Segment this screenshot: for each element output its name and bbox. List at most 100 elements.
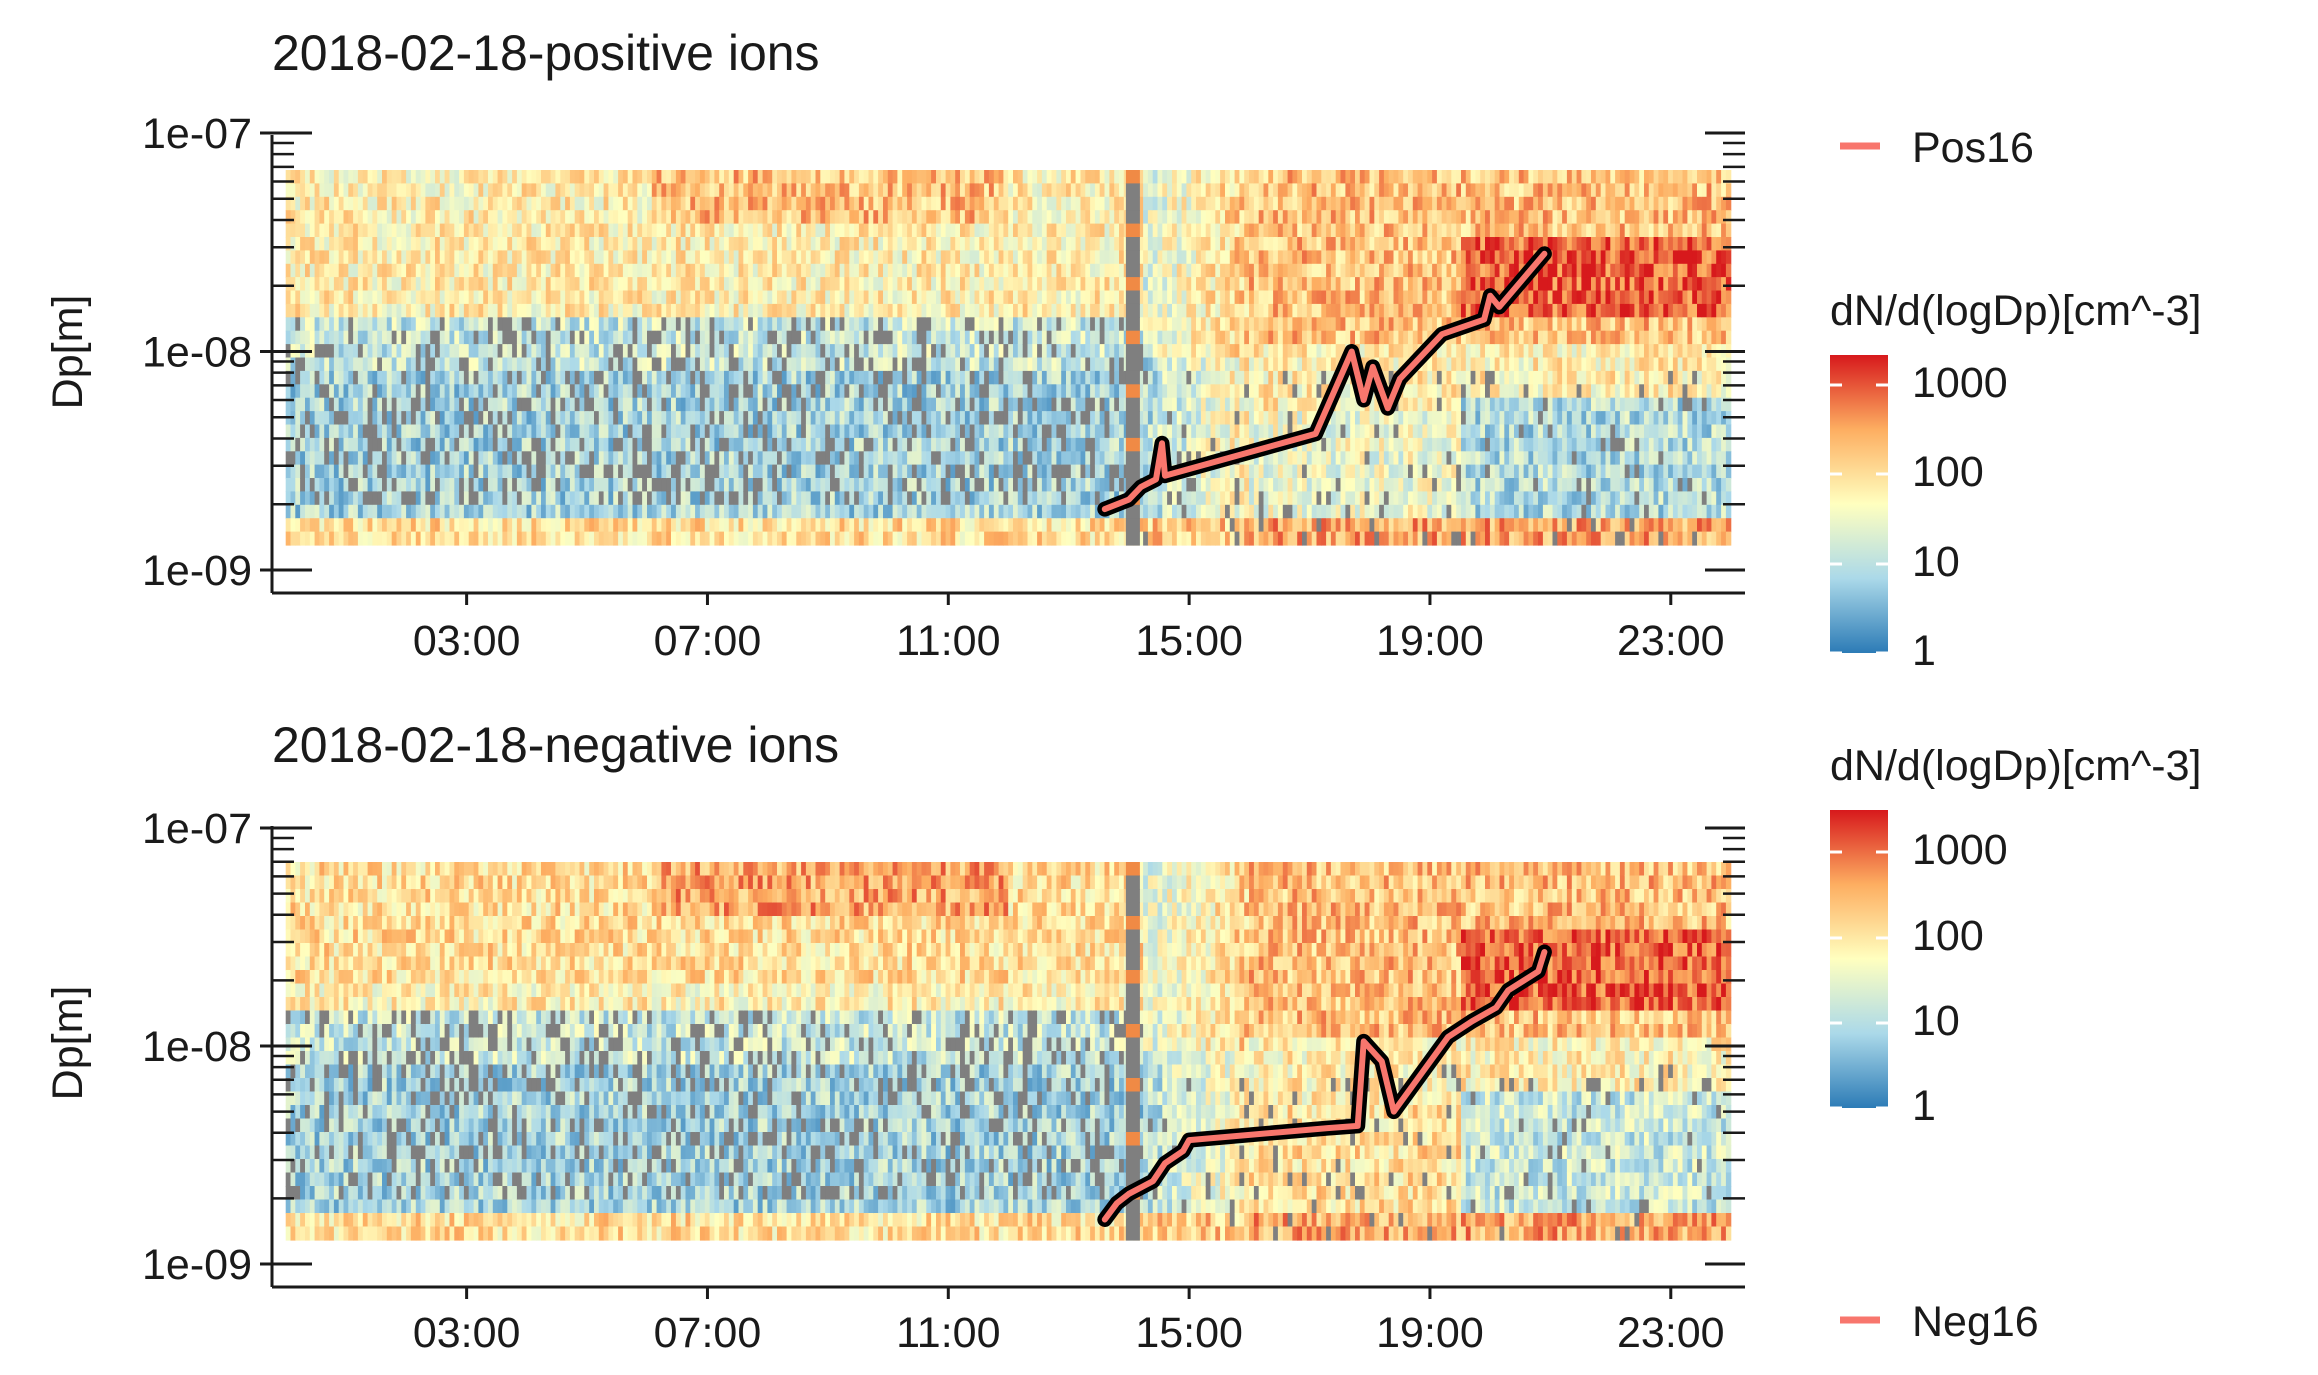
heatmap-cell [618, 210, 624, 225]
heatmap-cell [709, 451, 715, 466]
heatmap-cell [1037, 370, 1043, 385]
heatmap-cell [516, 504, 523, 519]
heatmap-cell [651, 317, 658, 332]
heatmap-cell [931, 196, 937, 211]
heatmap-cell [897, 210, 903, 225]
heatmap-cell [449, 330, 455, 345]
heatmap-cell [507, 397, 513, 412]
heatmap-cell [478, 504, 484, 519]
heatmap-cell [1070, 531, 1077, 546]
heatmap-cell [473, 504, 479, 519]
heatmap-cell [333, 303, 340, 318]
heatmap-cell [757, 491, 764, 506]
heatmap-cell [666, 196, 672, 211]
heatmap-cell [728, 504, 735, 519]
heatmap-cell [454, 397, 460, 412]
heatmap-cell [545, 223, 552, 238]
heatmap-cell [993, 531, 1000, 546]
heatmap-cell [724, 330, 730, 345]
heatmap-cell [488, 183, 494, 198]
heatmap-cell [1090, 317, 1096, 332]
heatmap-cell [805, 424, 812, 439]
heatmap-cell [560, 357, 566, 372]
heatmap-cell [993, 504, 1000, 519]
heatmap-cell [685, 411, 691, 426]
heatmap-cell [714, 357, 720, 372]
heatmap-cell [772, 263, 778, 278]
heatmap-cell [815, 330, 821, 345]
heatmap-cell [382, 491, 388, 506]
heatmap-cell [430, 518, 436, 533]
heatmap-cell [651, 411, 658, 426]
heatmap-cell [454, 437, 460, 452]
heatmap-cell [897, 531, 903, 546]
heatmap-cell [1041, 384, 1048, 399]
heatmap-cell [704, 237, 711, 251]
heatmap-cell [883, 451, 889, 466]
heatmap-cell [435, 397, 441, 412]
heatmap-cell [656, 223, 662, 238]
heatmap-cell [574, 357, 581, 372]
heatmap-cell [1032, 518, 1038, 533]
heatmap-cell [589, 210, 595, 225]
heatmap-cell [319, 411, 325, 426]
heatmap-cell [1094, 196, 1101, 211]
heatmap-cell [887, 290, 894, 305]
heatmap-cell [998, 344, 1004, 359]
heatmap-cell [569, 531, 576, 546]
heatmap-cell [762, 223, 768, 238]
heatmap-cell [801, 196, 807, 211]
heatmap-cell [343, 250, 349, 265]
heatmap-cell [820, 464, 826, 479]
heatmap-cell [1094, 277, 1101, 292]
heatmap-cell [979, 317, 985, 332]
heatmap-cell [772, 424, 778, 439]
heatmap-cell [622, 183, 629, 198]
heatmap-cell [777, 344, 783, 359]
heatmap-cell [675, 210, 682, 225]
heatmap-cell [338, 250, 345, 265]
heatmap-cell [805, 263, 812, 278]
heatmap-cell [647, 411, 653, 426]
heatmap-cell [569, 317, 576, 332]
heatmap-cell [1022, 344, 1029, 359]
heatmap-cell [1032, 424, 1038, 439]
heatmap-cell [728, 263, 735, 278]
heatmap-cell [338, 531, 345, 546]
heatmap-cell [550, 437, 556, 452]
heatmap-cell [536, 210, 542, 225]
heatmap-cell [993, 384, 1000, 399]
heatmap-cell [950, 263, 956, 278]
heatmap-cell [536, 437, 542, 452]
heatmap-cell [589, 464, 595, 479]
heatmap-cell [844, 317, 850, 332]
heatmap-cell [883, 290, 889, 305]
heatmap-cell [830, 250, 836, 265]
heatmap-cell [492, 397, 499, 412]
heatmap-cell [873, 370, 879, 385]
heatmap-cell [907, 290, 913, 305]
heatmap-cell [290, 303, 296, 318]
heatmap-cell [805, 451, 812, 466]
heatmap-cell [1037, 411, 1043, 426]
heatmap-cell [343, 290, 349, 305]
heatmap-cell [988, 491, 995, 506]
heatmap-cell [1138, 237, 1144, 251]
heatmap-cell [377, 478, 383, 492]
heatmap-cell [386, 370, 393, 385]
heatmap-cell [565, 344, 571, 359]
heatmap-cell [733, 277, 740, 292]
heatmap-cell [830, 210, 836, 225]
heatmap-cell [810, 237, 817, 251]
heatmap-cell [988, 170, 995, 184]
heatmap-cell [748, 223, 754, 238]
heatmap-cell [367, 491, 373, 506]
heatmap-cell [1080, 491, 1086, 506]
heatmap-cell [661, 397, 667, 412]
heatmap-cell [680, 491, 687, 506]
heatmap-cell [796, 424, 802, 439]
heatmap-cell [979, 357, 985, 372]
heatmap-cell [420, 504, 426, 519]
heatmap-cell [584, 518, 590, 533]
heatmap-cell [940, 277, 947, 292]
